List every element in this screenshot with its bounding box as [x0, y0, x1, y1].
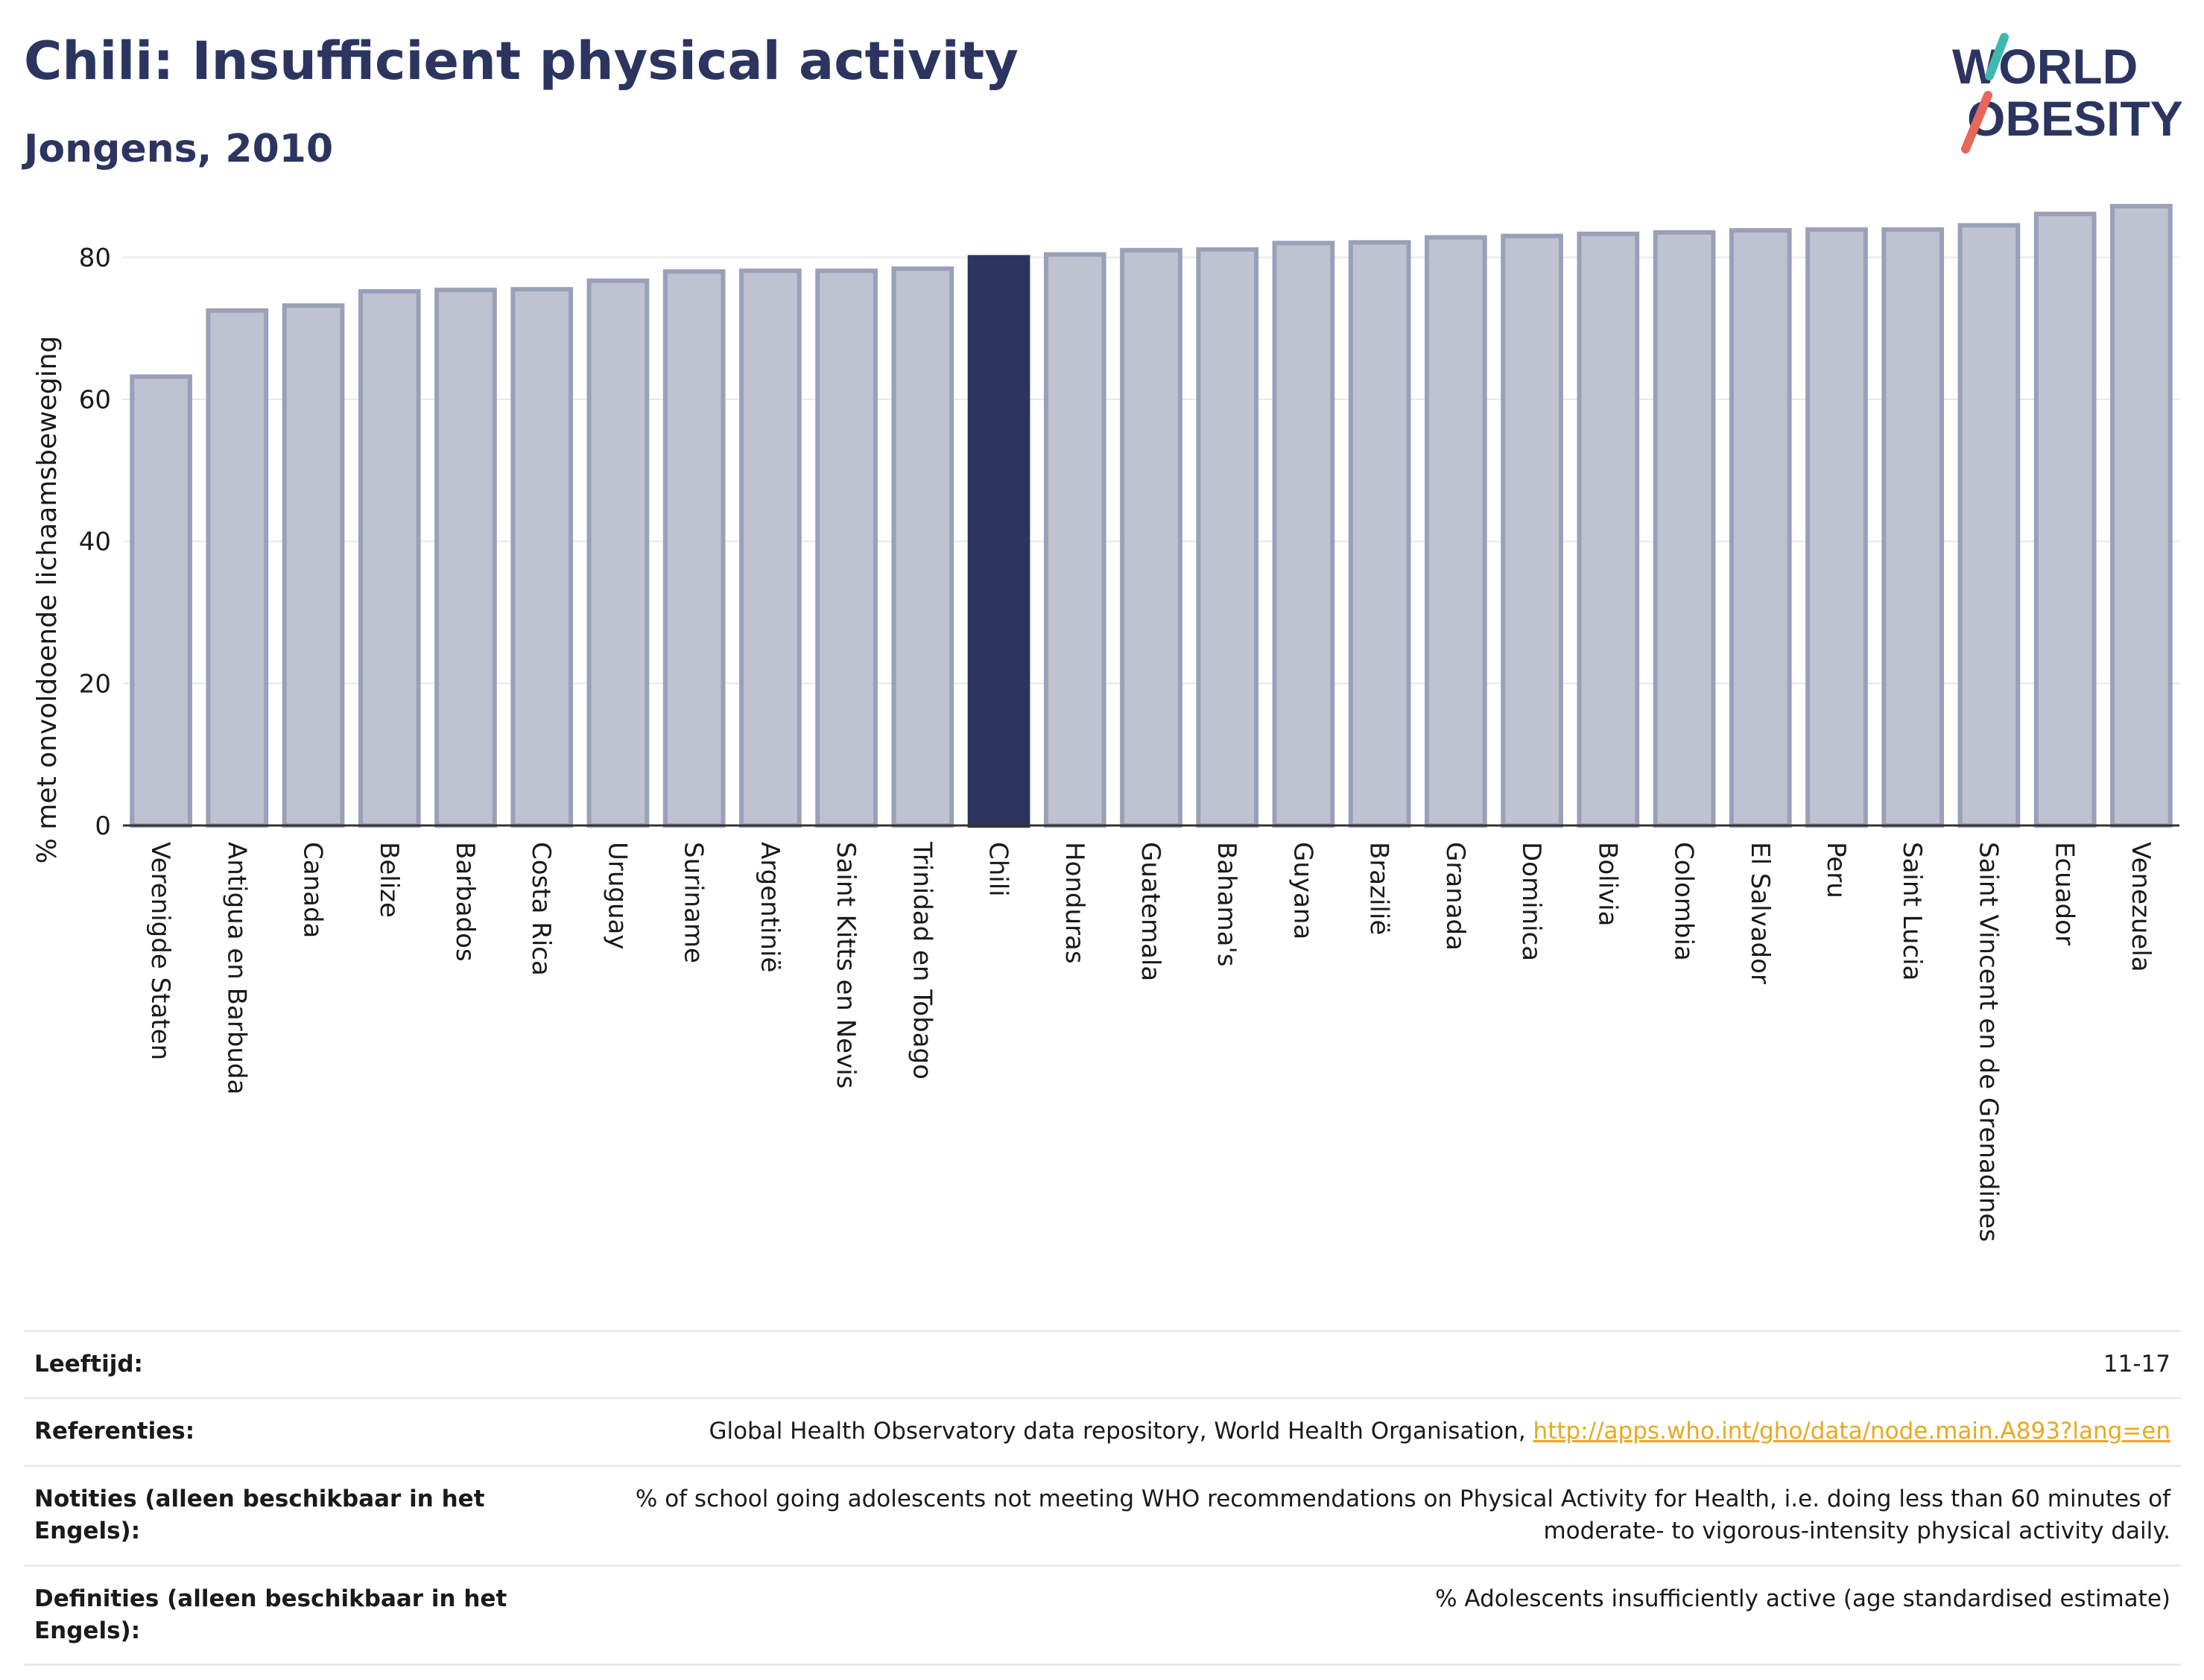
y-tick-label: 40: [79, 527, 111, 557]
x-tick-label: Uruguay: [602, 842, 632, 950]
x-tick-label: Saint Lucia: [1897, 842, 1927, 980]
bar[interactable]: [2110, 203, 2173, 828]
x-tick-label: Antigua en Barbuda: [221, 842, 251, 1094]
x-tick-label: Ecuador: [2050, 842, 2080, 945]
x-tick-label: Dominica: [1516, 842, 1546, 961]
meta-row-definitions: Definities (alleen beschikbaar in het En…: [24, 1564, 2181, 1667]
x-tick-label: Trinidad en Tobago: [907, 841, 937, 1080]
x-tick-label: Costa Rica: [526, 842, 556, 976]
bars: [130, 203, 2173, 828]
x-tick-label: Saint Vincent en de Grenadines: [1973, 842, 2003, 1242]
bar[interactable]: [1196, 247, 1259, 828]
meta-key: Definities (alleen beschikbaar in het En…: [24, 1564, 522, 1667]
bar[interactable]: [1120, 247, 1182, 828]
bar[interactable]: [358, 289, 421, 828]
bar[interactable]: [1881, 227, 1945, 828]
x-tick-label: Canada: [298, 842, 328, 938]
meta-value: % of school going adolescents not meetin…: [522, 1464, 2181, 1566]
bar[interactable]: [1501, 233, 1563, 828]
reference-link[interactable]: http://apps.who.int/gho/data/node.main.A…: [1533, 1418, 2170, 1445]
meta-key: Referenties:: [24, 1397, 522, 1466]
page-subtitle: Jongens, 2010: [24, 127, 334, 171]
x-tick-label: Belize: [374, 842, 404, 918]
meta-row-age: Leeftijd: 11-17: [24, 1329, 2181, 1398]
meta-key: Notities (alleen beschikbaar in het Enge…: [24, 1464, 522, 1566]
x-tick-label: El Salvador: [1745, 842, 1775, 984]
bar[interactable]: [2033, 212, 2097, 828]
x-tick-label: Brazilië: [1364, 842, 1394, 935]
y-tick-label: 60: [79, 385, 111, 415]
meta-value: % Adolescents insufficiently active (age…: [522, 1564, 2181, 1667]
y-axis: 0 20 40 60 80: [79, 243, 111, 841]
page-title: Chili: Insufficient physical activity: [24, 31, 1019, 92]
bar[interactable]: [1957, 223, 2021, 828]
x-tick-label: Barbados: [450, 842, 480, 962]
x-tick-label: Venezuela: [2126, 842, 2156, 972]
meta-row-references: Referenties: Global Health Observatory d…: [24, 1397, 2181, 1466]
logo-slash-teal: [1985, 33, 2009, 80]
bar[interactable]: [1348, 240, 1411, 828]
y-tick-label: 20: [79, 669, 111, 699]
x-tick-label: Argentinië: [755, 842, 785, 972]
bar[interactable]: [1729, 228, 1792, 828]
bar[interactable]: [282, 303, 345, 828]
bar[interactable]: [1425, 235, 1487, 828]
bar[interactable]: [662, 269, 726, 828]
world-obesity-logo[interactable]: WORLD OBESITY: [1937, 22, 2191, 156]
bar[interactable]: [815, 268, 878, 828]
x-tick-label: Guyana: [1288, 842, 1317, 939]
meta-key: Leeftijd:: [24, 1329, 522, 1398]
x-tick-label: Suriname: [679, 842, 709, 963]
meta-row-notes: Notities (alleen beschikbaar in het Enge…: [24, 1464, 2181, 1566]
x-tick-label: Saint Kitts en Nevis: [831, 842, 861, 1088]
logo-slash-red: [1961, 91, 1992, 153]
bar[interactable]: [1577, 231, 1640, 828]
logo-line1: WORLD: [1952, 39, 2138, 94]
y-tick-label: 80: [79, 243, 111, 273]
meta-value: 11-17: [522, 1329, 2181, 1398]
x-tick-label: Granada: [1440, 842, 1470, 951]
x-tick-label: Chili: [984, 842, 1013, 897]
x-axis: Verenigde Staten Antigua en Barbuda Canada…: [123, 824, 2179, 1242]
x-tick-label: Bahama's: [1212, 842, 1241, 967]
bar[interactable]: [586, 278, 650, 828]
bar[interactable]: [739, 268, 802, 828]
x-tick-label: Verenigde Staten: [145, 842, 175, 1060]
bar[interactable]: [206, 308, 269, 828]
bar[interactable]: [434, 288, 497, 828]
bar[interactable]: [891, 266, 954, 828]
x-tick-label: Guatemala: [1136, 842, 1165, 981]
x-tick-label: Colombia: [1669, 842, 1699, 961]
bar[interactable]: [1805, 227, 1868, 828]
bar[interactable]: [1653, 229, 1716, 828]
bar[interactable]: [130, 374, 192, 828]
bar[interactable]: [510, 287, 574, 828]
bar-chart: 0 20 40 60 80 Verenigde Staten Antigua en Bar…: [32, 203, 2179, 1242]
metadata-table: Leeftijd: 11-17 Referenties: Global Heal…: [24, 1329, 2181, 1667]
logo-line2: OBESITY: [1967, 91, 2183, 146]
meta-value-cell: Global Health Observatory data repositor…: [522, 1397, 2181, 1466]
y-axis-label: % met onvoldoende lichaamsbeweging: [32, 336, 63, 864]
y-tick-label: 0: [95, 811, 111, 841]
x-tick-label: Bolivia: [1592, 842, 1622, 926]
x-tick-label: Peru: [1821, 842, 1851, 898]
bar[interactable]: [1272, 241, 1335, 828]
x-tick-label: Honduras: [1060, 842, 1089, 964]
bar[interactable]: [1043, 252, 1106, 828]
bar[interactable]: [967, 255, 1030, 828]
meta-value: Global Health Observatory data repositor…: [709, 1418, 1526, 1445]
